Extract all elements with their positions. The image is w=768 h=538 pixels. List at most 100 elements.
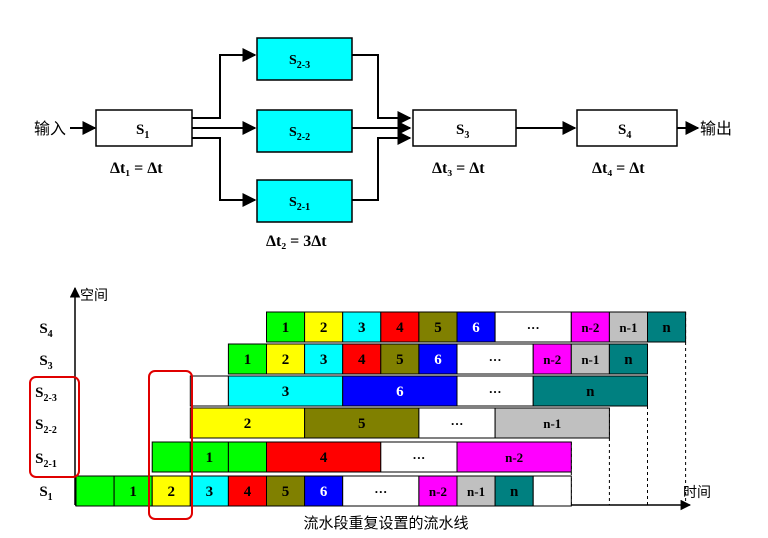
cell-label-r1-c3: 4 [320,450,328,466]
cell-label-r2-c3: n-1 [543,416,561,431]
row-label-sub: 2-2 [44,425,57,436]
stage-s1-label: S1 [136,122,149,141]
arrow-s1-to-s21 [192,137,257,207]
cell-r5-c3 [380,311,420,343]
cell-r5-c2 [342,311,382,343]
cell-label-r5-c8: n-1 [619,320,637,335]
row-label-name: S [39,321,47,337]
cell-label-r0-c2: 2 [168,484,176,500]
input-label: 输入 [34,119,66,138]
cell-label-r1-c4: ··· [412,450,425,465]
cell-label-r5-c3: 4 [396,320,404,336]
cell-r2-c3 [494,407,610,439]
arrow-s21-to-s3 [352,131,412,201]
chart-caption: 流水段重复设置的流水线 [303,514,468,532]
cell-r0-c9 [456,475,496,507]
cell-r5-c6 [494,311,572,343]
stage-s23-label: S2-3 [289,53,310,71]
cell-r3-c2 [342,375,458,407]
row-label-0: S1 [39,484,52,503]
cell-label-r5-c4: 5 [434,320,442,336]
cell-label-r1-c5: n-2 [505,450,523,465]
cell-r3-c1 [227,375,344,407]
cell-r4-c0 [227,343,267,375]
cell-r0-c7 [342,475,420,507]
cell-label-r3-c3: ··· [489,384,502,399]
stage-s1-time: Δt₁ = Δt [110,160,163,177]
cell-r0-c6 [304,475,344,507]
row-label-sub: 2-3 [44,393,57,404]
cell-label-r4-c8: n-1 [581,352,599,367]
row-label-name: S [35,451,43,467]
cell-label-r0-c10: n [510,484,519,500]
output-label: 输出 [700,119,732,138]
cell-r1-c5 [456,441,572,473]
cell-label-r5-c2: 3 [358,320,366,336]
cell-label-r5-c5: 6 [472,320,480,336]
pipeline-cells: 1 2 3 4 5 6 ··· n-2 n-1 n 1 4 ··· n-2 2 5 ··· n-1 3 6 ··· n 1 2… [75,311,687,507]
cell-r1-c0 [151,441,191,473]
cell-label-r2-c0: 2 [244,416,252,432]
cell-label-r4-c1: 2 [282,352,290,368]
cell-r2-c0 [189,407,306,439]
cell-label-r4-c2: 3 [320,352,328,368]
cell-label-r5-c6: ··· [527,320,540,335]
row-label-5: S4 [39,321,52,340]
cell-r0-c11 [532,475,572,507]
stage-s4-label: S4 [618,122,631,141]
cell-r5-c9 [647,311,687,343]
cell-label-r0-c1: 1 [129,484,137,500]
x-axis-label: 时间 [683,485,711,501]
cell-label-r5-c0: 1 [282,320,290,336]
cell-r4-c3 [342,343,382,375]
cell-r1-c1 [189,441,229,473]
cell-r4-c6 [456,343,534,375]
arrow-s1-to-s23 [192,48,257,119]
cell-label-r0-c8: n-2 [429,484,447,499]
cell-label-r4-c0: 1 [244,352,252,368]
cell-label-r0-c7: ··· [374,484,387,499]
arrow-s23-to-s3 [352,54,412,125]
row-label-2: S2-2 [35,417,57,436]
cell-label-r3-c1: 3 [282,384,290,400]
cell-label-r0-c9: n-1 [467,484,485,499]
cell-label-r0-c6: 6 [320,484,328,500]
cell-label-r3-c4: n [586,384,595,400]
cell-r3-c0 [189,375,229,407]
cell-label-r4-c9: n [624,352,633,368]
stage-s3-time: Δt₃ = Δt [432,160,485,177]
stage-s3-label: S3 [456,122,469,141]
cell-r4-c9 [608,343,649,375]
cell-label-r1-c1: 1 [206,450,214,466]
cell-r3-c4 [532,375,649,407]
highlight-s2-rows [29,376,80,478]
stage-s2-time: Δt₂ = 3Δt [266,233,327,250]
cell-label-r0-c5: 5 [282,484,290,500]
cell-r3-c3 [456,375,534,407]
stage-s4-time: Δt₄ = Δt [592,160,645,177]
row-label-sub: 3 [48,361,53,372]
row-label-sub: 4 [48,329,53,340]
cell-r5-c7 [570,311,610,343]
stage-s21-box [256,179,353,223]
stage-structure: 输入 S1 Δt₁ = Δt S2-3 S2-2 S2-1 Δt₂ = 3Δt [34,37,732,250]
cell-r1-c2 [227,441,267,473]
stage-s23-box [256,37,353,81]
cell-label-r4-c5: 6 [434,352,442,368]
cell-r0-c5 [266,475,306,507]
row-label-name: S [39,353,47,369]
cell-r0-c1 [113,475,153,507]
cell-r1-c3 [266,441,382,473]
row-label-name: S [39,484,47,500]
stage-s22-box [256,109,353,153]
cell-r1-c4 [380,441,458,473]
cell-label-r5-c1: 2 [320,320,328,336]
cell-label-r0-c3: 3 [206,484,214,500]
cell-r4-c7 [532,343,572,375]
cell-label-r5-c9: n [662,320,671,336]
stage-s22-label: S2-2 [289,125,310,143]
cell-label-r4-c7: n-2 [543,352,561,367]
row-label-4: S3 [39,353,52,372]
